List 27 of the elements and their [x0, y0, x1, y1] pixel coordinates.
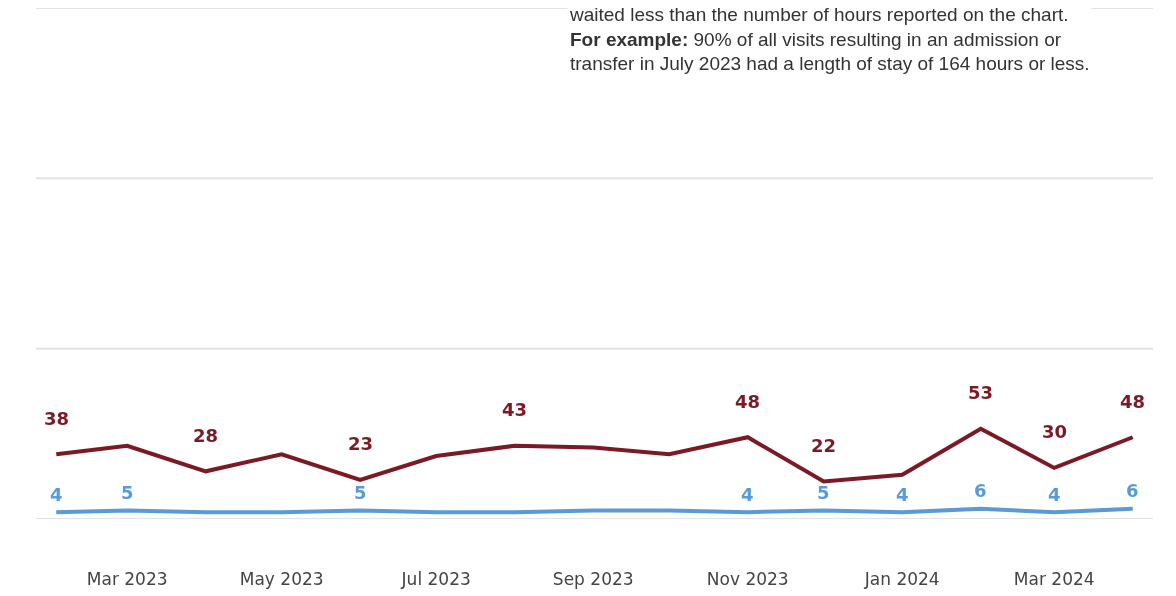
data-label: 48	[735, 391, 761, 412]
data-label: 43	[502, 399, 528, 420]
data-label: 23	[348, 433, 374, 454]
annotation: waited less than the number of hours reported on the chart.	[569, 4, 1069, 25]
data-label: 22	[811, 435, 837, 456]
data-label: 38	[44, 408, 70, 429]
data-label: 5	[121, 482, 134, 503]
x-tick-label: Mar 2024	[1013, 569, 1095, 589]
data-label: 28	[193, 425, 219, 446]
data-label: 4	[896, 484, 909, 505]
data-label: 6	[1126, 480, 1139, 501]
data-label: 6	[974, 480, 987, 501]
data-label: 5	[817, 482, 830, 503]
data-label: 4	[741, 484, 754, 505]
x-tick-label: Mar 2023	[86, 569, 168, 589]
annotation: For example:	[570, 28, 689, 50]
x-tick-label: Nov 2023	[706, 569, 789, 589]
data-label: 30	[1042, 421, 1068, 442]
x-tick-label: May 2023	[239, 569, 324, 589]
data-label: 53	[968, 382, 994, 403]
x-tick-label: Jul 2023	[400, 569, 471, 589]
x-tick-label: Jan 2024	[863, 569, 940, 589]
data-label: 4	[1048, 484, 1061, 505]
x-tick-label: Sep 2023	[552, 569, 634, 589]
data-label: 5	[354, 482, 367, 503]
data-label: 4	[50, 484, 63, 505]
data-label: 48	[1120, 391, 1146, 412]
